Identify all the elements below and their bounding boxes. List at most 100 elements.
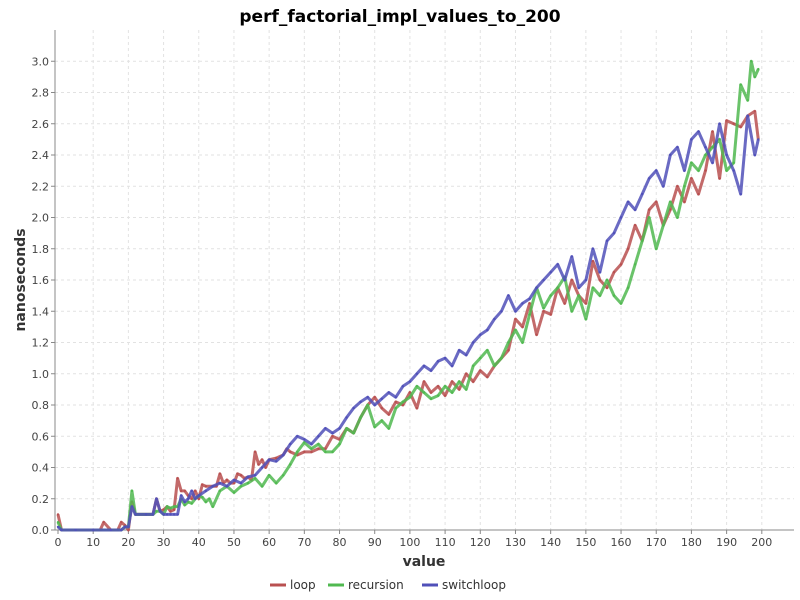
data-point: [528, 313, 531, 316]
data-point: [563, 302, 566, 305]
data-point: [648, 177, 651, 180]
data-point: [225, 485, 229, 488]
data-point: [253, 477, 257, 480]
data-point: [549, 271, 552, 274]
data-point: [92, 528, 95, 532]
data-point: [380, 419, 383, 422]
data-point: [619, 216, 623, 219]
data-point: [408, 396, 412, 399]
data-point: [648, 208, 651, 211]
data-point: [704, 153, 707, 157]
x-tick-label: 120: [470, 536, 491, 549]
data-point: [56, 521, 60, 524]
x-tick-label: 130: [505, 536, 526, 549]
data-point: [612, 271, 616, 274]
data-point: [704, 146, 707, 149]
data-point: [725, 153, 728, 157]
data-point: [338, 442, 341, 446]
data-point: [753, 153, 756, 157]
data-point: [443, 356, 447, 360]
data-point: [180, 494, 183, 497]
data-point: [626, 286, 630, 289]
data-point: [641, 192, 644, 196]
data-point: [352, 431, 355, 435]
data-point: [303, 450, 306, 454]
data-point: [542, 306, 545, 310]
data-point: [172, 513, 176, 516]
data-point: [450, 391, 454, 394]
data-point: [155, 497, 158, 500]
x-tick-label: 30: [157, 536, 171, 549]
data-point: [345, 427, 348, 430]
data-point: [732, 161, 735, 164]
data-point: [172, 505, 176, 508]
x-tick-label: 80: [333, 536, 347, 549]
y-tick-label: 1.2: [32, 337, 50, 350]
y-tick-label: 0.8: [32, 399, 50, 412]
data-point: [282, 453, 285, 457]
data-point: [169, 510, 172, 513]
x-tick-label: 40: [192, 536, 206, 549]
data-point: [577, 286, 580, 289]
y-tick-label: 0.0: [32, 524, 50, 537]
data-point: [201, 496, 204, 499]
data-point: [584, 317, 588, 321]
data-point: [746, 114, 749, 118]
data-point: [275, 456, 278, 460]
x-tick-label: 150: [575, 536, 596, 549]
data-point: [655, 247, 658, 250]
data-point: [102, 521, 105, 524]
data-point: [570, 310, 573, 313]
data-point: [218, 489, 222, 493]
data-point: [690, 138, 693, 141]
data-point: [366, 396, 369, 399]
data-point: [563, 278, 566, 282]
data-point: [260, 458, 264, 461]
data-point: [500, 310, 503, 313]
data-point: [289, 463, 292, 466]
data-point: [257, 463, 260, 466]
data-point: [296, 450, 299, 454]
data-point: [415, 372, 419, 375]
y-tick-label: 0.6: [32, 430, 50, 443]
data-point: [422, 380, 426, 383]
data-point: [275, 460, 278, 463]
data-point: [676, 185, 679, 188]
y-tick-label: 1.4: [32, 305, 50, 318]
y-tick-label: 0.2: [32, 493, 50, 506]
series-recursion: [56, 59, 760, 532]
data-point: [605, 239, 609, 243]
data-point: [612, 231, 616, 235]
data-point: [352, 406, 355, 410]
data-point: [324, 427, 327, 430]
data-point: [633, 208, 637, 211]
data-point: [387, 427, 390, 430]
data-point: [180, 489, 183, 493]
data-point: [204, 500, 207, 504]
data-point: [275, 481, 278, 485]
data-point: [158, 510, 162, 513]
data-point: [239, 481, 243, 485]
data-point: [310, 447, 313, 450]
data-point: [577, 294, 580, 297]
data-point: [144, 513, 148, 516]
data-point: [345, 416, 348, 419]
data-point: [669, 200, 672, 204]
data-point: [570, 278, 573, 282]
data-point: [556, 263, 559, 266]
data-point: [373, 396, 376, 399]
data-point: [732, 169, 735, 172]
series-switchloop: [56, 114, 760, 532]
data-point: [267, 474, 271, 477]
data-point: [183, 489, 186, 493]
data-point: [725, 169, 728, 172]
data-point: [697, 192, 700, 196]
data-point: [324, 450, 327, 454]
data-point: [317, 447, 320, 450]
data-point: [626, 247, 630, 250]
data-point: [619, 302, 623, 305]
data-point: [204, 489, 207, 493]
x-tick-label: 20: [121, 536, 135, 549]
data-point: [598, 278, 602, 282]
data-point: [429, 397, 433, 400]
